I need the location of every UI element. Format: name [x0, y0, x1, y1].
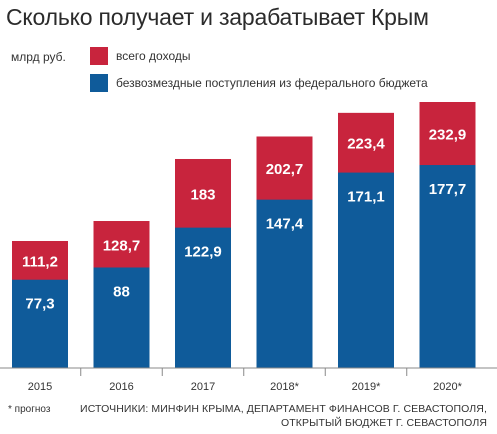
- legend-item-total: всего доходы: [90, 47, 190, 65]
- label-total-3: 202,7: [266, 161, 304, 178]
- bar-transfers-2: [175, 227, 231, 368]
- sources-line-1: ИСТОЧНИКИ: МИНФИН КРЫМА, ДЕПАРТАМЕНТ ФИН…: [80, 403, 487, 415]
- label-total-0: 111,2: [22, 253, 58, 270]
- footnote: * прогноз: [8, 404, 51, 415]
- x-tick-label-3: 2018*: [270, 381, 299, 393]
- bar-transfers-4: [338, 172, 394, 368]
- bar-transfers-3: [256, 199, 313, 368]
- legend-swatch-total: [90, 47, 108, 65]
- label-transfers-5: 177,7: [429, 181, 467, 198]
- label-total-5: 232,9: [429, 127, 467, 144]
- x-tick-label-4: 2019*: [352, 381, 381, 393]
- x-tick-label-1: 2016: [109, 381, 133, 393]
- label-transfers-3: 147,4: [266, 216, 304, 233]
- x-tick-label-2: 2017: [191, 381, 215, 393]
- sources-line-2: ОТКРЫТЫЙ БЮДЖЕТ Г. СЕВАСТОПОЛЯ: [280, 417, 487, 429]
- legend-item-transfers: безвозмездные поступления из федеральног…: [90, 74, 428, 92]
- x-tick-label-0: 2015: [28, 381, 52, 393]
- legend-label-total: всего доходы: [116, 49, 191, 63]
- chart-title: Сколько получает и зарабатывает Крым: [6, 4, 429, 30]
- label-transfers-0: 77,3: [25, 296, 54, 313]
- unit-label: млрд руб.: [11, 50, 66, 64]
- label-total-2: 183: [190, 186, 215, 203]
- bar-transfers-0: [12, 279, 68, 368]
- label-total-4: 223,4: [347, 136, 385, 153]
- legend-swatch-transfers: [90, 74, 108, 92]
- sources: ИСТОЧНИКИ: МИНФИН КРЫМА, ДЕПАРТАМЕНТ ФИН…: [80, 402, 487, 430]
- label-transfers-1: 88: [113, 283, 130, 300]
- legend-label-transfers: безвозмездные поступления из федеральног…: [116, 76, 428, 90]
- label-transfers-4: 171,1: [347, 189, 385, 206]
- bar-transfers-1: [93, 267, 150, 368]
- label-total-1: 128,7: [103, 237, 141, 254]
- label-transfers-2: 122,9: [184, 244, 222, 261]
- bar-transfers-5: [419, 165, 476, 368]
- x-tick-label-5: 2020*: [433, 381, 462, 393]
